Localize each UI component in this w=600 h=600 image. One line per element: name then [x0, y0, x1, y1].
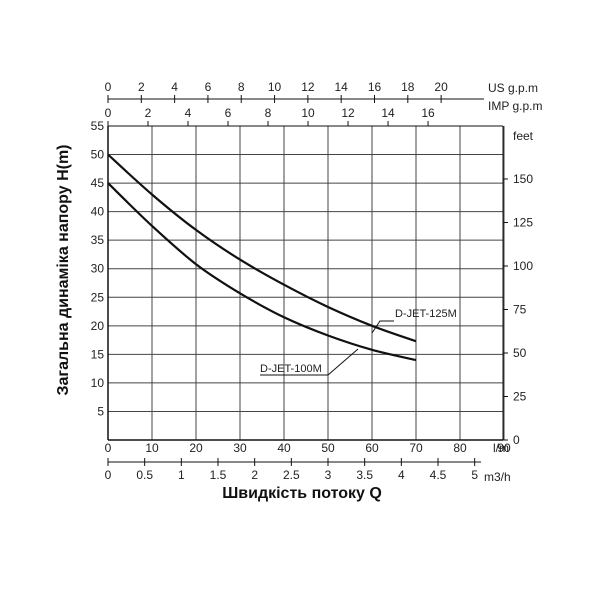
imp-gpm-tick-label: 10 [301, 106, 315, 120]
imp-gpm-tick-label: 14 [381, 106, 395, 120]
feet-tick-label: 0 [513, 433, 520, 447]
series-label-d-jet-100m: D-JET-100M [260, 363, 322, 375]
m3-h-tick-label: 2.5 [283, 468, 300, 482]
y-tick-label: 20 [91, 319, 105, 333]
l-min-tick-label: 40 [277, 441, 291, 455]
y-tick-label: 40 [91, 205, 105, 219]
l-min-tick-label: 70 [409, 441, 423, 455]
m3-h-tick-label: 1 [178, 468, 185, 482]
us-gpm-tick-label: 20 [434, 80, 448, 94]
y-tick-label: 15 [91, 347, 105, 361]
l-min-tick-label: 60 [365, 441, 379, 455]
feet-tick-label: 25 [513, 389, 527, 403]
y-tick-label: 50 [91, 148, 105, 162]
leader-line-d-jet-125m [371, 320, 394, 334]
l-min-unit-label: l/m [493, 441, 509, 455]
m3-h-tick-label: 4.5 [430, 468, 447, 482]
curves [107, 153, 417, 376]
us-gpm-tick-label: 8 [238, 80, 245, 94]
imp-gpm-tick-label: 6 [225, 106, 232, 120]
feet-tick-label: 150 [513, 172, 533, 186]
m3-h-tick-label: 4 [398, 468, 405, 482]
l-min-tick-label: 80 [453, 441, 467, 455]
series-line-d-jet-100m [107, 182, 417, 362]
us-gpm-tick-label: 14 [335, 80, 349, 94]
us-gpm-unit-label: US g.p.m [488, 81, 538, 95]
y-tick-label: 55 [91, 119, 105, 133]
m3-h-tick-label: 0 [105, 468, 112, 482]
x-axis-title: Швидкість потоку Q [222, 485, 382, 502]
y-tick-label: 35 [91, 233, 105, 247]
m3-h-unit-label: m3/h [484, 470, 511, 484]
m3-h-tick-label: 3.5 [356, 468, 373, 482]
y-tick-label: 25 [91, 290, 105, 304]
y-axis-title: Загальна динаміка напору H(m) [55, 144, 72, 395]
m3-h-tick-label: 5 [471, 468, 478, 482]
imp-gpm-tick-label: 16 [421, 106, 435, 120]
l-min-tick-label: 10 [145, 441, 159, 455]
us-gpm-tick-label: 12 [301, 80, 315, 94]
us-gpm-tick-label: 6 [205, 80, 212, 94]
us-gpm-tick-label: 4 [171, 80, 178, 94]
y-tick-label: 10 [91, 376, 105, 390]
series-label-d-jet-125m: D-JET-125M [395, 308, 457, 320]
us-gpm-tick-label: 18 [401, 80, 415, 94]
l-min-tick-label: 30 [233, 441, 247, 455]
l-min-tick-label: 0 [105, 441, 112, 455]
m3-h-tick-label: 1.5 [210, 468, 227, 482]
feet-tick-label: 100 [513, 259, 533, 273]
us-gpm-tick-label: 0 [105, 80, 112, 94]
m3-h-tick-label: 0.5 [136, 468, 153, 482]
imp-gpm-tick-label: 2 [145, 106, 152, 120]
imp-gpm-tick-label: 8 [265, 106, 272, 120]
m3-h-tick-label: 3 [325, 468, 332, 482]
y-tick-label: 30 [91, 262, 105, 276]
grid [108, 125, 505, 440]
imp-gpm-tick-label: 0 [105, 106, 112, 120]
leader-line-d-jet-100m [260, 348, 359, 376]
feet-tick-label: 125 [513, 215, 533, 229]
imp-gpm-tick-label: 4 [185, 106, 192, 120]
imp-gpm-unit-label: IMP g.p.m [488, 99, 542, 113]
m3-h-tick-label: 2 [251, 468, 258, 482]
l-min-tick-label: 50 [321, 441, 335, 455]
feet-tick-label: 50 [513, 346, 527, 360]
imp-gpm-tick-label: 12 [341, 106, 355, 120]
us-gpm-tick-label: 16 [368, 80, 382, 94]
feet-unit-label: feet [513, 129, 534, 143]
us-gpm-tick-label: 10 [268, 80, 282, 94]
l-min-tick-label: 20 [189, 441, 203, 455]
series-line-d-jet-125m [107, 153, 417, 343]
feet-tick-label: 75 [513, 302, 527, 316]
plot-frame [107, 95, 508, 466]
y-tick-label: 45 [91, 176, 105, 190]
y-tick-label: 5 [97, 404, 104, 418]
l-min-tick-label: 90 [497, 441, 511, 455]
us-gpm-tick-label: 2 [138, 80, 145, 94]
